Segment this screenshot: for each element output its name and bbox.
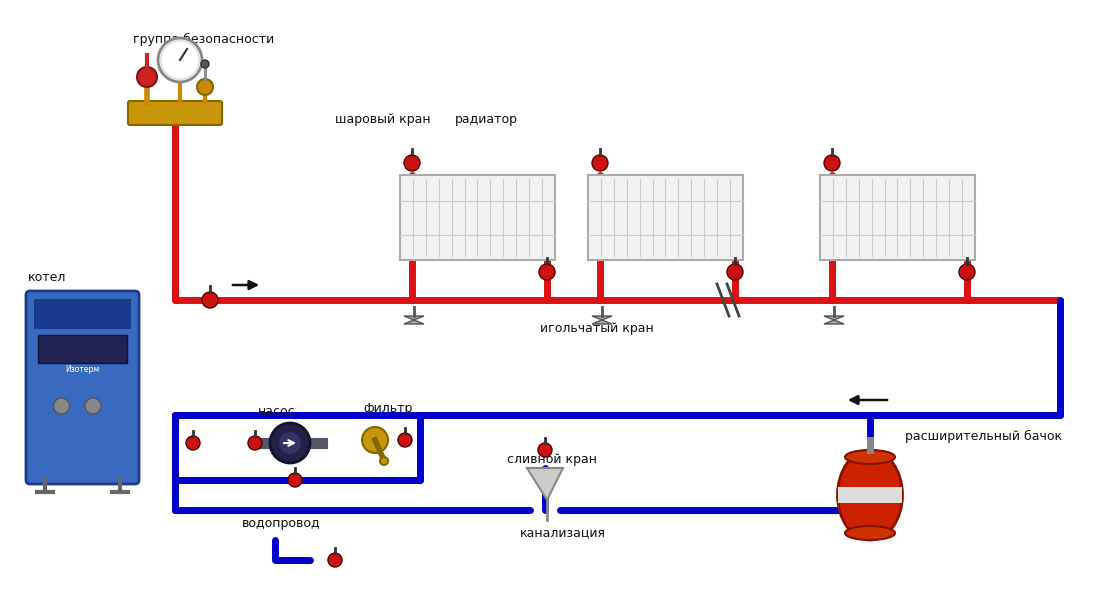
Text: расширительный бачок: расширительный бачок [905, 430, 1062, 443]
FancyBboxPatch shape [588, 175, 743, 260]
Text: котел: котел [28, 271, 67, 284]
Text: насос: насос [258, 405, 296, 418]
Polygon shape [824, 316, 844, 320]
Ellipse shape [845, 450, 895, 464]
FancyBboxPatch shape [838, 487, 902, 503]
Circle shape [270, 423, 311, 463]
Polygon shape [404, 320, 424, 324]
Circle shape [592, 155, 608, 171]
Circle shape [404, 155, 420, 171]
FancyBboxPatch shape [35, 299, 131, 329]
Polygon shape [592, 316, 612, 320]
Circle shape [538, 443, 552, 457]
Polygon shape [526, 468, 563, 500]
Circle shape [380, 457, 388, 465]
Circle shape [161, 41, 199, 79]
Text: сливной кран: сливной кран [508, 453, 597, 466]
Circle shape [201, 292, 218, 308]
Circle shape [824, 155, 840, 171]
Circle shape [186, 436, 200, 450]
Polygon shape [824, 320, 844, 324]
Circle shape [197, 79, 213, 95]
Circle shape [137, 67, 157, 87]
Circle shape [398, 433, 412, 447]
Text: группа безопасности: группа безопасности [132, 33, 274, 46]
Circle shape [362, 427, 388, 453]
Circle shape [959, 264, 975, 280]
Text: канализация: канализация [520, 526, 605, 539]
Text: игольчатый кран: игольчатый кран [540, 322, 653, 335]
FancyBboxPatch shape [820, 175, 975, 260]
Text: шаровый кран: шаровый кран [335, 113, 431, 126]
Text: водопровод: водопровод [242, 517, 321, 530]
Text: фильтр: фильтр [363, 402, 413, 415]
Polygon shape [404, 316, 424, 320]
FancyBboxPatch shape [26, 291, 139, 484]
Ellipse shape [845, 526, 895, 540]
FancyBboxPatch shape [128, 101, 221, 125]
Circle shape [53, 398, 69, 414]
Text: радиатор: радиатор [455, 113, 518, 126]
FancyBboxPatch shape [400, 175, 555, 260]
Circle shape [288, 473, 302, 487]
Circle shape [727, 264, 743, 280]
Text: Изотерм: Изотерм [66, 365, 100, 373]
Circle shape [279, 432, 301, 454]
Polygon shape [592, 320, 612, 324]
FancyBboxPatch shape [38, 335, 127, 363]
Circle shape [158, 38, 201, 82]
Ellipse shape [837, 450, 903, 540]
Circle shape [328, 553, 342, 567]
Circle shape [248, 436, 262, 450]
Circle shape [85, 398, 101, 414]
Circle shape [539, 264, 555, 280]
Circle shape [201, 60, 209, 68]
